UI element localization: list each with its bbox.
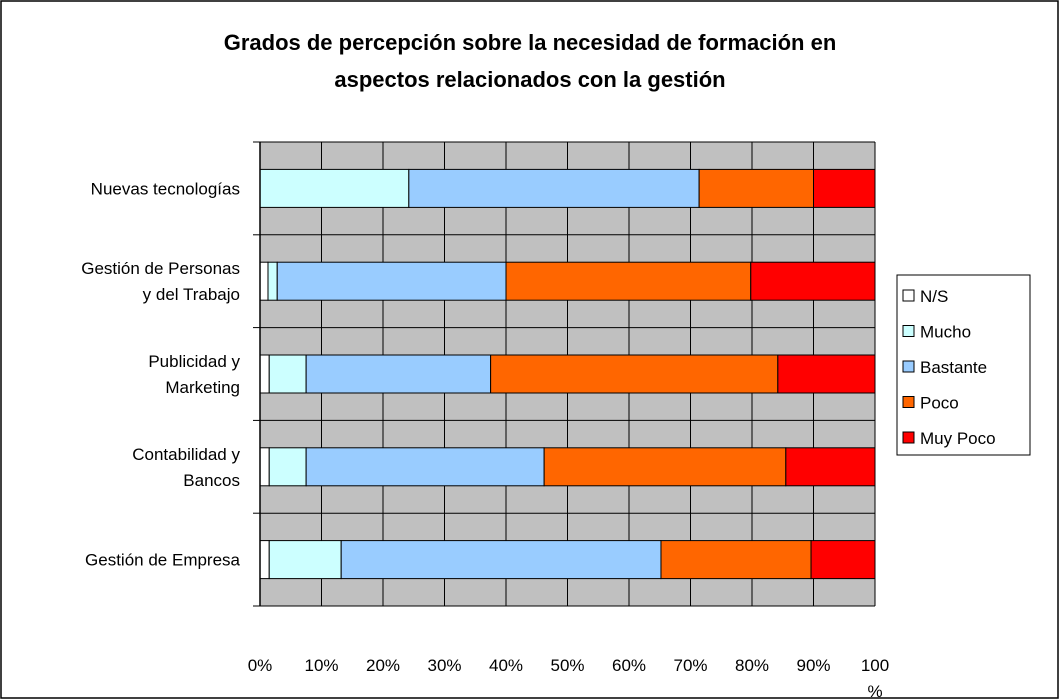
bar-segment: [259, 261, 269, 301]
x-tick-label: 60%: [612, 656, 646, 675]
bar-segment: [408, 168, 700, 208]
bar-segment: [305, 354, 492, 394]
x-tick-label: 80%: [735, 656, 769, 675]
bar-segment: [259, 447, 270, 487]
x-tick-label: 70%: [673, 656, 707, 675]
bar-segment: [785, 447, 876, 487]
legend-label: Bastante: [920, 358, 987, 377]
bar-segment: [490, 354, 779, 394]
legend-label: Muy Poco: [920, 429, 996, 448]
legend-swatch: [902, 289, 915, 302]
bar-segment: [259, 168, 410, 208]
y-tick-label: Contabilidad y Bancos: [132, 445, 240, 490]
y-tick-label: Publicidad y Marketing: [148, 352, 240, 397]
legend-box: [896, 274, 1031, 456]
legend-swatch: [902, 325, 915, 337]
legend-label: Poco: [920, 394, 959, 413]
bar-segment: [505, 261, 752, 301]
bar-segment: [660, 540, 812, 580]
legend-swatch: [902, 360, 915, 373]
bar-segment: [698, 168, 814, 208]
x-tick-label: 10%: [304, 656, 338, 675]
bar-segment: [268, 447, 307, 487]
bar-segment: [268, 540, 342, 580]
bar-segment: [276, 261, 507, 301]
legend-swatch: [902, 396, 915, 408]
legend-swatch: [902, 431, 915, 444]
bar-segment: [543, 447, 787, 487]
bar-segment: [259, 540, 270, 580]
x-tick-label: 0%: [248, 656, 273, 675]
x-tick-label: 20%: [366, 656, 400, 675]
bar-segment: [810, 540, 876, 580]
bar-segment: [259, 354, 270, 394]
x-tick-label: 40%: [489, 656, 523, 675]
bar-segment: [268, 354, 307, 394]
x-tick-label: 90%: [796, 656, 830, 675]
bar-segment: [305, 447, 545, 487]
x-tick-label: 30%: [427, 656, 461, 675]
bar-segment: [750, 261, 876, 301]
chart-title: Grados de percepción sobre la necesidad …: [224, 30, 837, 92]
bar-segment: [777, 354, 876, 394]
y-tick-label: Nuevas tecnologías: [91, 179, 240, 198]
y-tick-label: Gestión de Personas y del Trabajo: [81, 259, 240, 304]
bar-segment: [340, 540, 662, 580]
y-tick-label: Gestión de Empresa: [85, 551, 241, 570]
legend-label: N/S: [920, 287, 948, 306]
bar-segment: [813, 168, 876, 208]
x-tick-label: 100%: [861, 656, 889, 699]
bar-segment: [267, 261, 278, 301]
legend-label: Mucho: [920, 323, 971, 342]
x-tick-label: 50%: [550, 656, 584, 675]
